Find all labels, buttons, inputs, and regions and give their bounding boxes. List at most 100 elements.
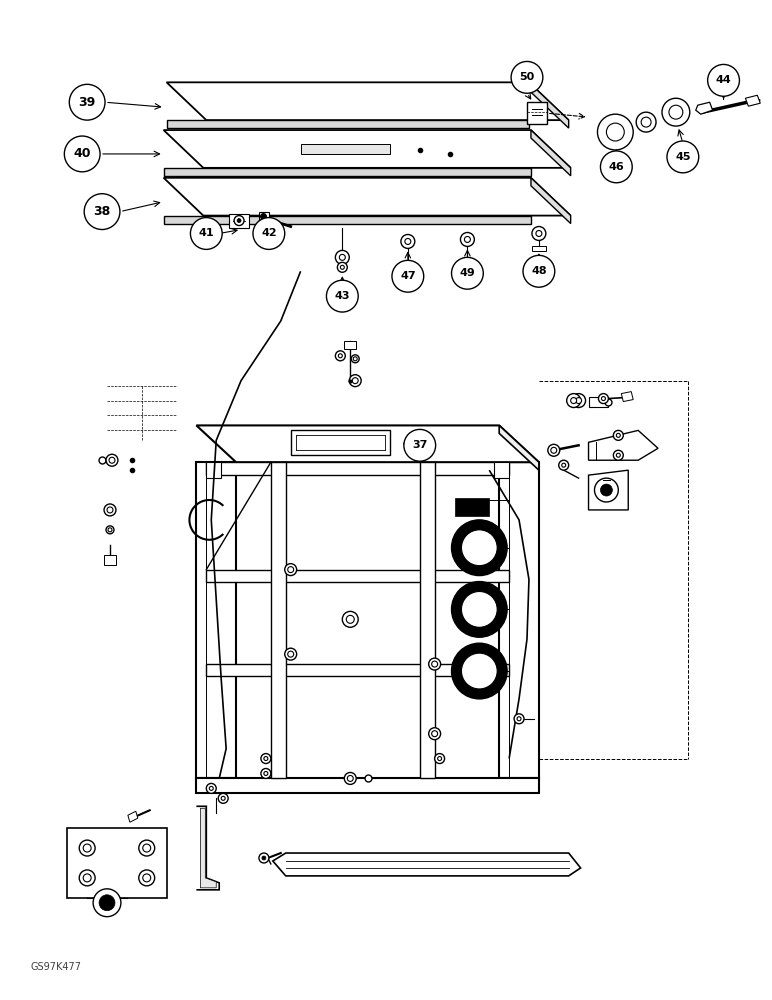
Circle shape xyxy=(344,772,356,784)
Circle shape xyxy=(139,840,154,856)
Circle shape xyxy=(452,520,507,576)
Circle shape xyxy=(83,844,91,852)
Circle shape xyxy=(405,238,411,244)
Circle shape xyxy=(209,786,213,790)
Polygon shape xyxy=(271,462,286,778)
Circle shape xyxy=(667,141,699,173)
Circle shape xyxy=(84,194,120,230)
Circle shape xyxy=(594,478,618,502)
Circle shape xyxy=(613,450,623,460)
Circle shape xyxy=(571,394,585,408)
Polygon shape xyxy=(164,178,571,216)
Polygon shape xyxy=(499,425,539,470)
Circle shape xyxy=(669,105,683,119)
Polygon shape xyxy=(273,853,581,876)
Circle shape xyxy=(452,582,507,637)
Circle shape xyxy=(261,769,271,778)
Circle shape xyxy=(571,398,577,404)
Circle shape xyxy=(222,796,225,800)
Polygon shape xyxy=(196,462,236,778)
Text: 37: 37 xyxy=(412,440,428,450)
Polygon shape xyxy=(206,570,509,582)
Circle shape xyxy=(104,504,116,516)
Text: 50: 50 xyxy=(520,72,534,82)
Circle shape xyxy=(401,234,415,248)
Text: 43: 43 xyxy=(334,291,350,301)
Polygon shape xyxy=(499,462,539,778)
Circle shape xyxy=(191,218,222,249)
Circle shape xyxy=(337,262,347,272)
Circle shape xyxy=(460,232,474,246)
Polygon shape xyxy=(104,555,116,565)
Polygon shape xyxy=(67,828,167,898)
Circle shape xyxy=(428,728,441,740)
Text: 40: 40 xyxy=(73,147,91,160)
Polygon shape xyxy=(588,430,658,460)
Circle shape xyxy=(264,771,268,775)
Text: GS97K477: GS97K477 xyxy=(31,962,82,972)
Polygon shape xyxy=(128,811,137,822)
Circle shape xyxy=(108,528,112,532)
Circle shape xyxy=(327,280,358,312)
Text: 41: 41 xyxy=(198,228,214,238)
Text: 49: 49 xyxy=(459,268,476,278)
Circle shape xyxy=(523,255,555,287)
Circle shape xyxy=(262,856,266,860)
Circle shape xyxy=(107,507,113,513)
Circle shape xyxy=(285,564,296,576)
Circle shape xyxy=(517,717,521,721)
Circle shape xyxy=(601,397,605,401)
Text: 46: 46 xyxy=(608,162,625,172)
Polygon shape xyxy=(201,808,216,888)
Polygon shape xyxy=(746,95,760,106)
Polygon shape xyxy=(196,778,539,793)
Polygon shape xyxy=(494,462,509,478)
Circle shape xyxy=(576,398,581,404)
Circle shape xyxy=(352,378,358,384)
Text: 48: 48 xyxy=(531,266,547,276)
Circle shape xyxy=(465,236,470,242)
Circle shape xyxy=(452,643,507,699)
Polygon shape xyxy=(531,178,571,224)
Circle shape xyxy=(109,457,115,463)
Polygon shape xyxy=(206,664,509,676)
Circle shape xyxy=(253,218,285,249)
Polygon shape xyxy=(206,462,222,478)
Circle shape xyxy=(616,433,620,437)
Circle shape xyxy=(636,112,656,132)
Circle shape xyxy=(562,463,566,467)
Circle shape xyxy=(338,354,342,358)
Circle shape xyxy=(139,870,154,886)
Polygon shape xyxy=(344,341,356,349)
Polygon shape xyxy=(164,168,531,176)
Circle shape xyxy=(598,394,608,404)
Polygon shape xyxy=(588,397,608,407)
Polygon shape xyxy=(532,246,546,251)
Circle shape xyxy=(462,591,497,627)
Circle shape xyxy=(613,430,623,440)
Polygon shape xyxy=(167,82,569,120)
Circle shape xyxy=(404,429,435,461)
Circle shape xyxy=(392,260,424,292)
Circle shape xyxy=(264,757,268,761)
Circle shape xyxy=(206,783,216,793)
Circle shape xyxy=(80,870,95,886)
Circle shape xyxy=(83,874,91,882)
Circle shape xyxy=(606,123,625,141)
Circle shape xyxy=(234,216,244,226)
Circle shape xyxy=(462,653,497,689)
Text: 39: 39 xyxy=(79,96,96,109)
Circle shape xyxy=(335,250,349,264)
Circle shape xyxy=(598,114,633,150)
Circle shape xyxy=(432,661,438,667)
Text: 38: 38 xyxy=(93,205,110,218)
Polygon shape xyxy=(196,425,539,462)
Text: 44: 44 xyxy=(716,75,731,85)
Circle shape xyxy=(432,731,438,737)
Circle shape xyxy=(69,84,105,120)
Text: 45: 45 xyxy=(675,152,691,162)
Circle shape xyxy=(548,444,560,456)
Polygon shape xyxy=(455,498,489,516)
Circle shape xyxy=(616,453,620,457)
Circle shape xyxy=(601,484,612,496)
